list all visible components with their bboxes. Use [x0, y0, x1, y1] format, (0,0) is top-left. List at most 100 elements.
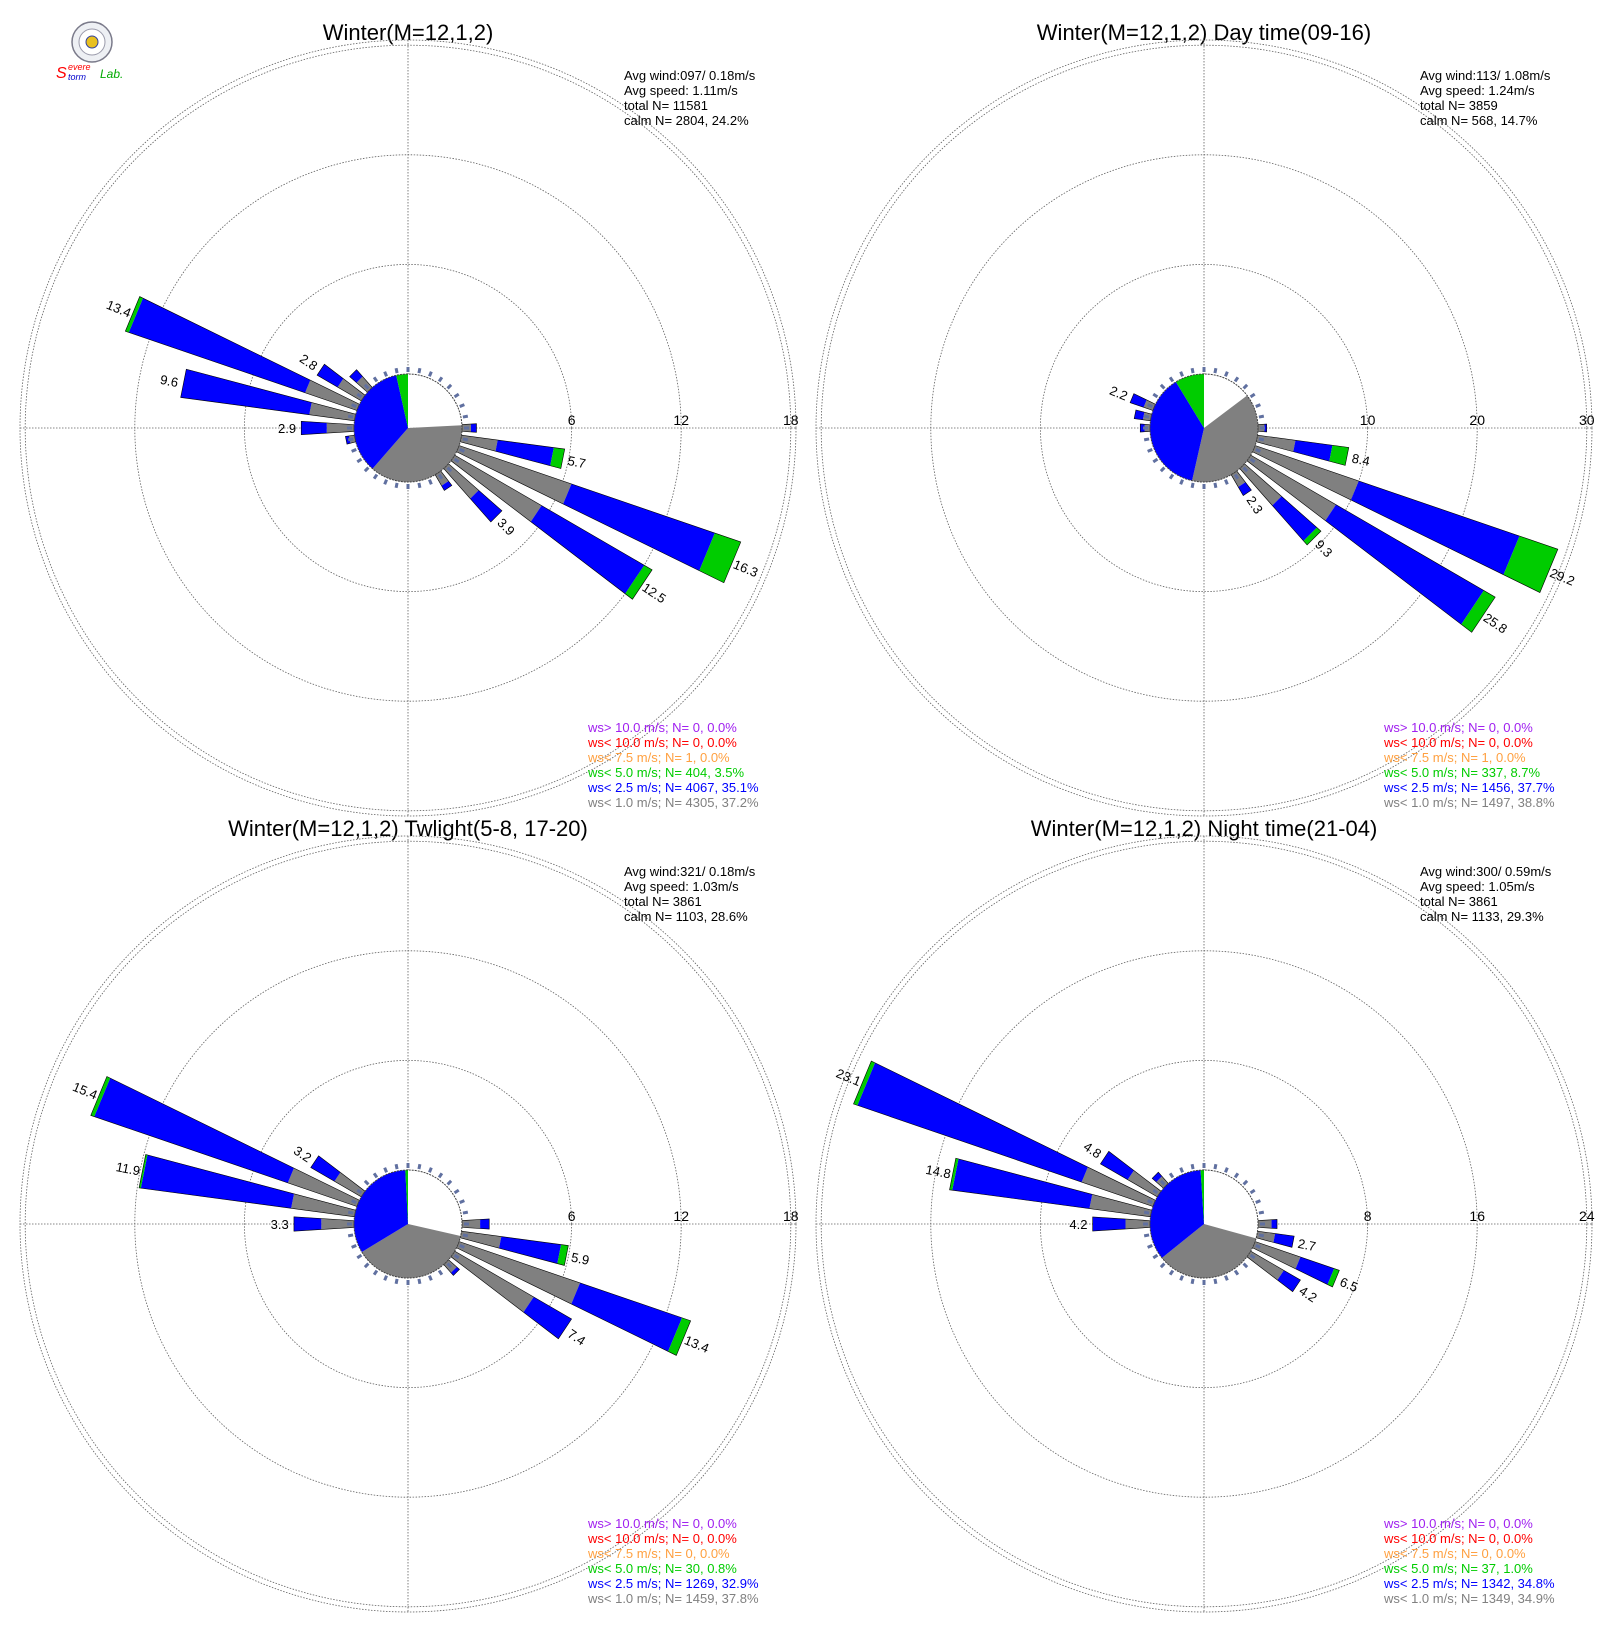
direction-tick	[1168, 1269, 1175, 1276]
grid-ring	[24, 44, 792, 812]
legend-entry: ws< 10.0 m/s; N= 0, 0.0%	[587, 1531, 737, 1546]
stats-line: Avg wind:097/ 0.18m/s	[624, 68, 756, 83]
direction-tick	[351, 1244, 357, 1249]
direction-tick	[383, 479, 388, 485]
direction-tick	[1249, 457, 1256, 464]
direction-tick	[417, 482, 422, 489]
legend-entry: ws< 10.0 m/s; N= 0, 0.0%	[587, 735, 737, 750]
legend-entry: ws> 10.0 m/s; N= 0, 0.0%	[1383, 720, 1533, 735]
bar-value-label: 3.9	[494, 515, 517, 538]
stats-line: total N= 3859	[1420, 98, 1498, 113]
bar-segment-gray	[456, 1241, 581, 1305]
ring-tick-label: 20	[1469, 412, 1485, 428]
bar-value-label: 2.2	[1107, 383, 1129, 404]
direction-tick	[446, 383, 453, 390]
direction-tick	[1159, 466, 1166, 473]
direction-tick	[1249, 1253, 1256, 1260]
ring-tick-label: 12	[673, 1208, 689, 1224]
bar-segment-green	[699, 533, 741, 583]
direction-tick	[1213, 367, 1218, 374]
bar-segment-green	[1461, 590, 1496, 633]
legend-entry: ws< 10.0 m/s; N= 0, 0.0%	[1383, 735, 1533, 750]
stats-line: calm N= 1103, 28.6%	[624, 909, 748, 924]
direction-tick	[1190, 367, 1195, 374]
calm-circle	[1149, 1169, 1259, 1279]
legend-entry: ws< 2.5 m/s; N= 1269, 32.9%	[587, 1576, 759, 1591]
bar-segment-blue	[180, 369, 312, 415]
calm-pie-slice	[408, 374, 462, 428]
legend-entry: ws> 10.0 m/s; N= 0, 0.0%	[587, 720, 737, 735]
calm-pie-slice	[405, 1170, 408, 1224]
legend-entry: ws< 1.0 m/s; N= 1349, 34.9%	[1383, 1591, 1555, 1606]
ring-tick-label: 6	[568, 1208, 576, 1224]
ring-tick-label: 6	[568, 412, 576, 428]
bar-value-label: 25.8	[1481, 610, 1510, 637]
direction-tick	[356, 1188, 363, 1195]
bar-segment-blue	[1264, 424, 1267, 432]
legend-entry: ws< 5.0 m/s; N= 337, 8.7%	[1383, 765, 1541, 780]
bar-segment-gray	[450, 1251, 534, 1313]
calm-pie-slice	[372, 425, 462, 482]
bar-value-label: 15.4	[71, 1079, 100, 1103]
direction-tick	[1255, 1199, 1261, 1204]
direction-tick	[1190, 482, 1195, 489]
bar-segment-gray	[291, 1193, 356, 1217]
stats-line: total N= 3861	[624, 894, 702, 909]
direction-tick	[1147, 1244, 1153, 1249]
direction-tick	[356, 392, 363, 399]
calm-circle	[353, 373, 463, 483]
stats-line: Avg wind:300/ 0.59m/s	[1420, 864, 1552, 879]
direction-tick	[459, 1199, 465, 1204]
bar-value-label: 5.7	[566, 453, 587, 471]
direction-tick	[1159, 1262, 1166, 1269]
direction-tick	[462, 437, 469, 442]
legend-entry: ws> 10.0 m/s; N= 0, 0.0%	[587, 1516, 737, 1531]
bar-segment-gray	[456, 445, 572, 504]
calm-pie-slice	[1192, 395, 1258, 482]
calm-pie-slice	[1200, 1170, 1204, 1224]
bar-value-label: 14.8	[924, 1162, 952, 1182]
bar-segment-blue	[470, 490, 502, 522]
direction-tick	[453, 1188, 460, 1195]
bar-value-label: 2.7	[1297, 1236, 1318, 1254]
lab-logo: S evere torm Lab.	[56, 21, 123, 82]
bar-segment-green	[125, 296, 143, 333]
direction-tick	[1258, 437, 1265, 442]
bar-value-label: 8.4	[1351, 451, 1372, 469]
direction-tick	[1233, 1172, 1240, 1179]
bar-segment-blue	[140, 1154, 295, 1209]
calm-circle	[1149, 373, 1259, 483]
grid-ring	[820, 44, 1588, 812]
bar-segment-blue	[480, 1218, 490, 1230]
bar-value-label: 5.9	[570, 1250, 591, 1268]
bar-segment-blue	[1140, 423, 1145, 433]
bar-segment-gray	[1125, 1219, 1151, 1229]
calm-pie-slice	[354, 375, 408, 469]
bar-segment-green	[625, 565, 653, 600]
bar-segment-gray	[1127, 1170, 1162, 1197]
grid-ring	[243, 263, 573, 593]
bar-value-label: 7.4	[565, 1326, 588, 1349]
bar-segment-blue	[293, 1216, 322, 1232]
bar-segment-gray	[461, 1219, 481, 1229]
direction-tick	[1224, 371, 1229, 377]
bar-segment-blue	[441, 481, 452, 491]
direction-tick	[1179, 1275, 1184, 1281]
legend-entry: ws< 1.0 m/s; N= 1459, 37.8%	[587, 1591, 759, 1606]
legend-entry: ws< 2.5 m/s; N= 1342, 34.8%	[1383, 1576, 1555, 1591]
grid-ring	[820, 840, 1588, 1608]
direction-tick	[372, 473, 379, 480]
direction-tick	[347, 437, 354, 442]
bar-value-label: 12.5	[639, 580, 668, 607]
bar-segment-green	[1303, 527, 1321, 545]
bar-segment-gray	[450, 455, 542, 522]
bar-segment-blue	[301, 421, 327, 435]
bar-segment-green	[1329, 445, 1349, 466]
bar-segment-blue	[563, 483, 715, 571]
bar-segment-blue	[1271, 1219, 1278, 1229]
stats-line: Avg wind:113/ 1.08m/s	[1420, 68, 1551, 83]
bar-segment-gray	[1256, 1231, 1276, 1243]
stats-line: Avg speed: 1.24m/s	[1420, 83, 1535, 98]
direction-tick	[417, 1163, 422, 1170]
